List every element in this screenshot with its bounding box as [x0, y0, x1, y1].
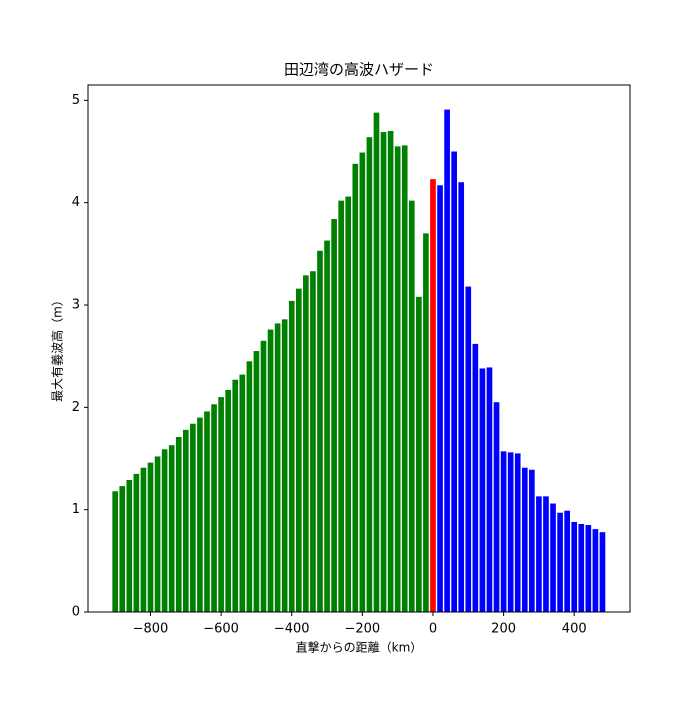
y-tick-label: 3: [72, 298, 80, 313]
bar: [529, 469, 535, 612]
bar: [458, 182, 465, 612]
bar: [451, 151, 457, 612]
x-tick-label: −800: [133, 622, 169, 637]
bar: [486, 367, 493, 612]
x-tick-label: −400: [274, 622, 310, 637]
bar: [310, 271, 316, 612]
bar: [493, 402, 500, 612]
bar: [324, 240, 330, 612]
x-axis-label: 直撃からの距離（km）: [296, 640, 423, 655]
bar: [479, 368, 486, 612]
bar: [430, 179, 436, 613]
bar: [338, 200, 344, 613]
bar: [437, 185, 443, 612]
bar: [380, 132, 387, 612]
bar: [168, 445, 175, 612]
x-tick-label: −200: [344, 622, 380, 637]
bar: [564, 510, 570, 612]
bar: [267, 329, 274, 612]
bar: [154, 456, 161, 612]
bar: [204, 411, 210, 612]
bar: [225, 389, 232, 612]
bar: [543, 496, 549, 612]
bar: [557, 512, 563, 612]
bar: [465, 286, 472, 612]
bar: [592, 529, 599, 612]
bar: [274, 323, 281, 612]
bar: [394, 146, 401, 612]
bar: [140, 467, 147, 612]
bar: [112, 491, 119, 612]
bar: [288, 300, 295, 612]
bar: [550, 503, 556, 612]
bar: [599, 532, 606, 612]
bar: [211, 404, 217, 612]
bar: [387, 131, 394, 613]
x-tick-label: 200: [491, 622, 516, 637]
bar: [147, 462, 154, 612]
bar: [536, 496, 542, 612]
bar: [218, 397, 224, 612]
bar: [507, 452, 514, 612]
bar: [239, 374, 246, 612]
bar: [246, 361, 253, 612]
bar: [359, 152, 366, 613]
y-tick-label: 2: [72, 400, 80, 415]
bar: [345, 196, 352, 613]
bar: [416, 296, 422, 612]
bar: [295, 288, 302, 612]
bar: [331, 219, 337, 612]
bar: [401, 145, 408, 612]
bar: [197, 417, 203, 612]
x-tick-label: −600: [203, 622, 239, 637]
bar: [303, 275, 309, 612]
bar: [182, 429, 189, 612]
y-tick-label: 5: [72, 93, 80, 108]
bar: [175, 437, 182, 612]
y-tick-label: 0: [72, 605, 80, 620]
bar: [472, 343, 479, 612]
bar: [317, 250, 323, 612]
plot-frame: [87, 84, 631, 613]
chart-title: 田辺湾の高波ハザード: [284, 61, 434, 79]
bar: [232, 379, 239, 612]
bar: [253, 351, 260, 612]
bar: [500, 451, 507, 612]
bar: [423, 233, 429, 612]
bar: [571, 521, 578, 612]
bar: [161, 449, 168, 612]
bar: [521, 467, 528, 612]
x-tick-label: 400: [562, 622, 587, 637]
y-axis-label: 最大有義波高（m）: [50, 294, 65, 402]
bar: [514, 453, 521, 612]
x-tick-label: 0: [429, 622, 437, 637]
bar: [133, 473, 140, 612]
bar: [408, 200, 415, 613]
bar: [578, 523, 585, 612]
bar: [126, 479, 133, 612]
bar: [190, 423, 196, 612]
bar: [260, 340, 267, 612]
bar: [444, 109, 450, 612]
y-tick-label: 1: [72, 502, 80, 517]
bar: [119, 486, 126, 612]
bar: [281, 319, 288, 612]
bar: [373, 112, 380, 613]
bar: [366, 137, 373, 612]
bar: [585, 525, 592, 612]
y-tick-label: 4: [72, 195, 80, 210]
bar: [352, 163, 359, 612]
